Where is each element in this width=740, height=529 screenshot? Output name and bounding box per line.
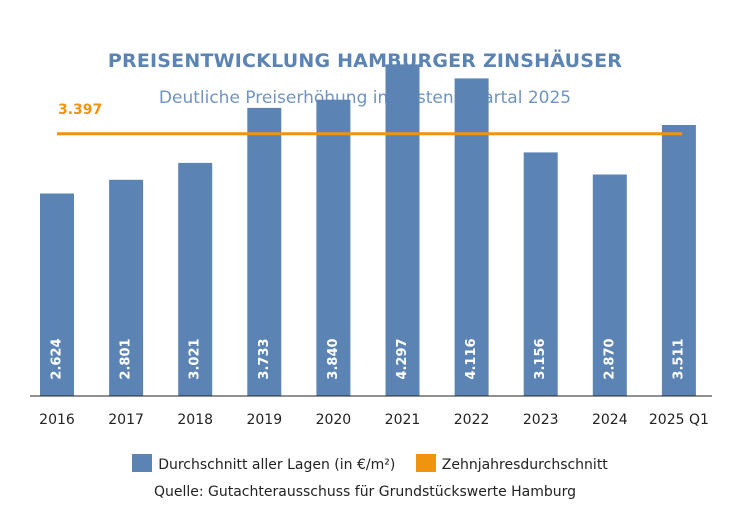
legend: Durchschnitt aller Lagen (in €/m²) Zehnj… bbox=[0, 454, 740, 474]
legend-swatch-average bbox=[415, 454, 436, 472]
bar-value-label: 3.156 bbox=[533, 338, 548, 379]
bar-value-label: 4.116 bbox=[464, 338, 479, 379]
bar-2018 bbox=[178, 162, 213, 396]
x-tick-label: 2022 bbox=[454, 412, 490, 428]
bar-value-label: 3.840 bbox=[326, 338, 341, 379]
legend-label-bars: Durchschnitt aller Lagen (in €/m²) bbox=[158, 457, 396, 473]
x-tick-label: 2020 bbox=[316, 412, 352, 428]
legend-item-bars: Durchschnitt aller Lagen (in €/m²) bbox=[132, 454, 396, 474]
x-tick-label: 2023 bbox=[523, 412, 559, 428]
chart-title: PREISENTWICKLUNG HAMBURGER ZINSHÄUSER bbox=[107, 50, 623, 72]
bar-2020 bbox=[316, 99, 351, 396]
x-tick-label: 2021 bbox=[385, 412, 421, 428]
bar-2021 bbox=[385, 64, 420, 397]
bar-value-label: 4.297 bbox=[395, 338, 410, 379]
source-note: Quelle: Gutachterausschuss für Grundstüc… bbox=[153, 484, 577, 500]
bar-2024 bbox=[592, 174, 627, 396]
legend-swatch-bars bbox=[132, 454, 153, 472]
x-tick-label: 2017 bbox=[108, 412, 144, 428]
bar-2022 bbox=[454, 78, 489, 397]
bar-2016 bbox=[40, 193, 74, 396]
bar-value-label: 2.624 bbox=[50, 338, 65, 379]
bar-value-label: 2.801 bbox=[119, 338, 134, 379]
bar-2017 bbox=[109, 179, 144, 396]
x-tick-label: 2016 bbox=[39, 412, 75, 428]
legend-label-average: Zehnjahresdurchschnitt bbox=[441, 457, 608, 473]
bar-value-label: 3.021 bbox=[188, 338, 203, 379]
x-tick-label: 2019 bbox=[246, 412, 282, 428]
bar-value-label: 3.733 bbox=[257, 338, 272, 379]
x-tick-label: 2018 bbox=[177, 412, 213, 428]
legend-item-average: Zehnjahresdurchschnitt bbox=[415, 454, 608, 474]
bar-value-label: 3.511 bbox=[671, 338, 686, 379]
x-tick-label: 2025 Q1 bbox=[649, 412, 709, 428]
bar-2025-q1 bbox=[661, 125, 696, 396]
bar-value-label: 2.870 bbox=[602, 338, 617, 379]
x-tick-label: 2024 bbox=[592, 412, 628, 428]
bar-2019 bbox=[247, 107, 282, 397]
bar-2023 bbox=[523, 152, 558, 396]
average-line-label: 3.397 bbox=[58, 102, 102, 118]
